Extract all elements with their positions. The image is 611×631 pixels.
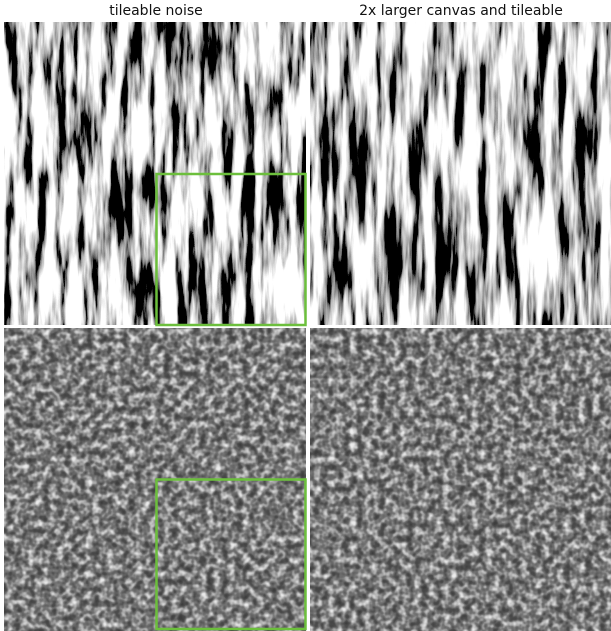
column-title: tileable noise — [109, 3, 203, 19]
tile-outline — [155, 478, 307, 631]
column-title: 2x larger canvas and tileable — [359, 3, 563, 19]
noise-image — [310, 328, 611, 631]
noise-image — [310, 22, 611, 325]
tile-outline — [155, 172, 307, 327]
